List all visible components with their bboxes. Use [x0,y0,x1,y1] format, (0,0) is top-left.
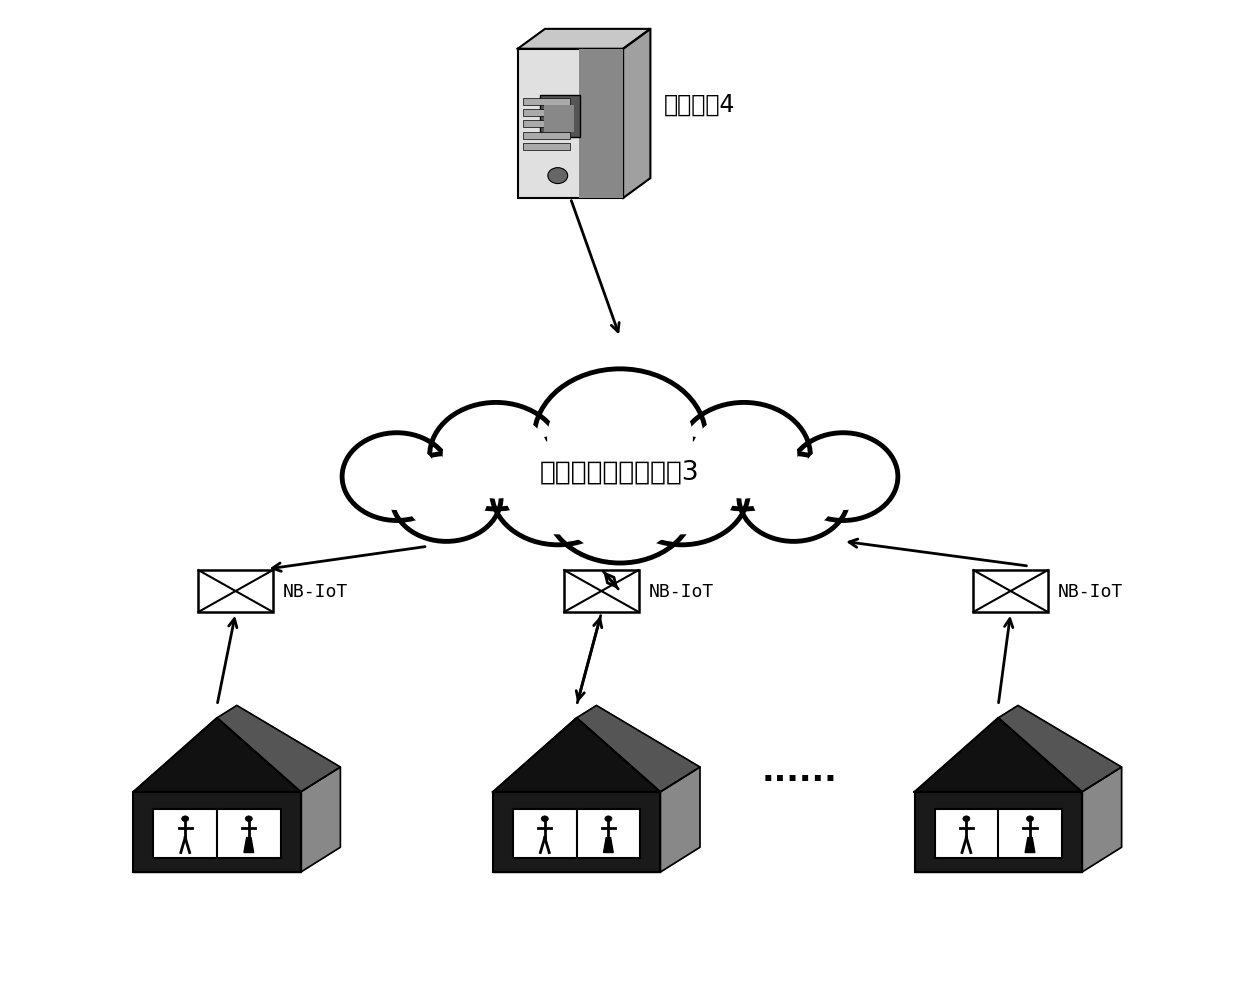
Circle shape [429,403,563,510]
Circle shape [246,816,252,822]
Bar [523,143,570,150]
Bar [154,809,280,859]
Circle shape [559,455,681,553]
Circle shape [691,414,797,499]
Polygon shape [133,792,300,873]
Circle shape [355,443,439,511]
Polygon shape [998,706,1122,792]
Circle shape [182,816,188,822]
Polygon shape [915,792,1081,873]
Bar [523,98,570,106]
Circle shape [546,444,694,564]
Polygon shape [660,767,699,873]
Circle shape [547,380,693,497]
Bar [935,809,1061,859]
Circle shape [443,414,549,499]
Text: NB-IoT: NB-IoT [1058,582,1123,600]
Circle shape [629,449,735,535]
Circle shape [739,454,848,542]
Bar [523,121,570,128]
Bar [523,110,570,117]
Circle shape [542,816,548,822]
Bar [539,95,580,138]
Circle shape [751,464,836,532]
Polygon shape [133,718,300,792]
Polygon shape [494,718,660,792]
Circle shape [605,816,611,822]
Circle shape [615,438,749,546]
Bar [513,809,640,859]
Polygon shape [915,718,1081,792]
Circle shape [491,438,625,546]
Text: NB-IoT: NB-IoT [649,582,714,600]
Bar [523,132,570,139]
Circle shape [963,816,970,822]
Circle shape [342,433,451,521]
Polygon shape [624,30,651,199]
Bar [518,50,624,199]
Text: NB-IoT: NB-IoT [283,582,348,600]
Circle shape [392,454,501,542]
Polygon shape [494,792,660,873]
Bar [579,50,624,199]
Bar [564,571,639,612]
Polygon shape [577,706,699,792]
Circle shape [404,464,489,532]
Polygon shape [1025,838,1035,853]
Text: 智能终端4: 智能终端4 [663,92,735,116]
Circle shape [548,168,568,185]
Circle shape [801,443,885,511]
Circle shape [505,449,611,535]
Bar [543,105,574,133]
Polygon shape [1081,767,1122,873]
Circle shape [534,370,706,507]
Circle shape [789,433,898,521]
Polygon shape [217,706,340,792]
Circle shape [677,403,811,510]
Polygon shape [300,767,340,873]
Polygon shape [244,838,254,853]
Circle shape [1027,816,1033,822]
Polygon shape [518,30,651,50]
Text: ......: ...... [761,753,838,787]
Bar [198,571,273,612]
Text: 智能厕所数据云平台3: 智能厕所数据云平台3 [541,459,699,485]
Bar [973,571,1048,612]
Polygon shape [604,838,614,853]
